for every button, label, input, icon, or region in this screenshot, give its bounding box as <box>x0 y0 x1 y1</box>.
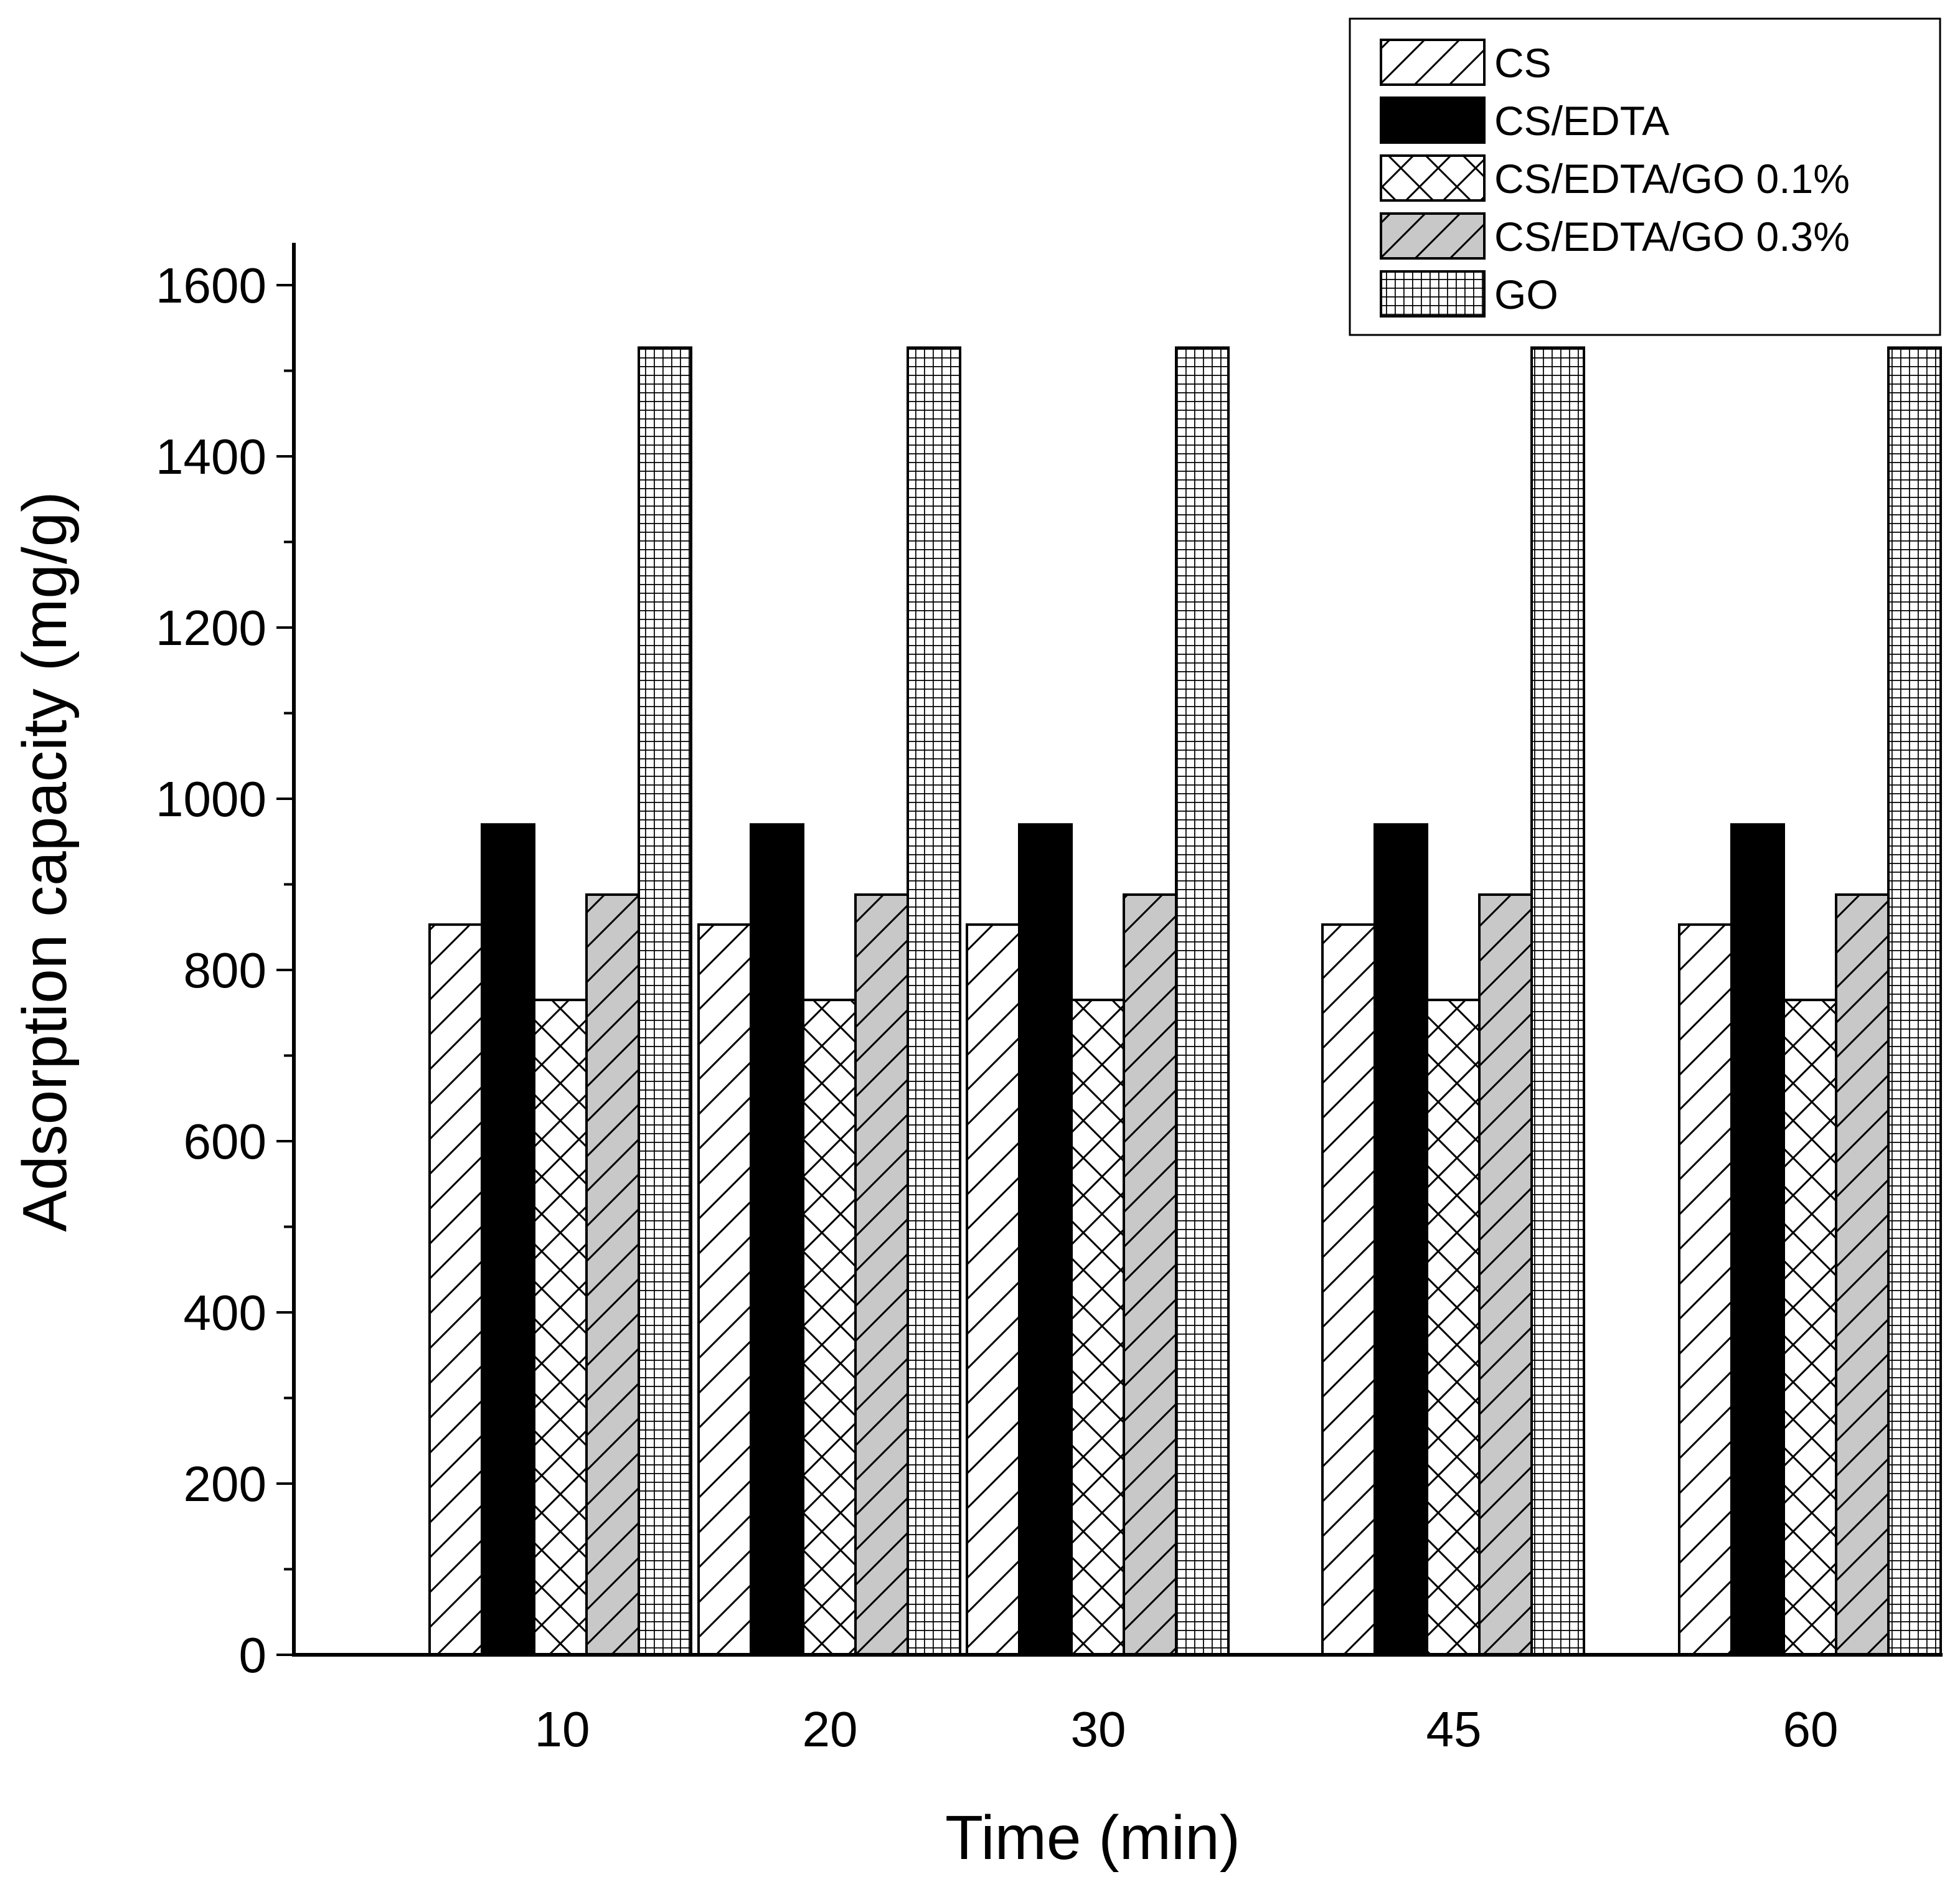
y-tick-label: 600 <box>184 1114 266 1169</box>
bar-cs-edta-go-0-1--10 <box>533 999 588 1656</box>
bar-cs-edta-go-0-1--60 <box>1783 999 1837 1656</box>
bar-cs-edta-go-0-1--30 <box>1070 999 1125 1656</box>
x-axis-title: Time (min) <box>945 1803 1240 1873</box>
x-tick-label: 30 <box>1071 1701 1126 1757</box>
bars-layer <box>428 346 1942 1656</box>
y-tick-label: 1000 <box>156 771 266 827</box>
bar-group-45 <box>1321 346 1585 1656</box>
legend-swatch <box>1380 270 1486 318</box>
bar-cs-edta-go-0-3--60 <box>1835 893 1890 1656</box>
bar-cs-20 <box>697 923 752 1656</box>
legend-swatch <box>1380 154 1486 202</box>
bar-go-45 <box>1530 346 1585 1656</box>
bar-cs-30 <box>966 923 1020 1656</box>
bar-go-20 <box>907 346 961 1656</box>
bar-cs-edta-go-0-1--45 <box>1426 999 1481 1656</box>
bar-cs-edta-go-0-3--10 <box>585 893 640 1656</box>
y-tick-label: 1600 <box>156 258 266 313</box>
bar-cs-edta-go-0-3--20 <box>854 893 909 1656</box>
bar-cs-edta-30 <box>1018 823 1073 1656</box>
bar-cs-60 <box>1678 923 1733 1656</box>
y-tick-label: 1200 <box>156 600 266 656</box>
bar-cs-10 <box>428 923 483 1656</box>
legend-swatch <box>1380 212 1486 260</box>
y-tick-label: 400 <box>184 1285 266 1340</box>
legend: CS CS/EDTA CS/EDTA/GO 0.1% CS/EDTA/GO 0.3% G… <box>1349 17 1941 336</box>
bar-go-60 <box>1887 346 1942 1656</box>
x-tick-label: 10 <box>535 1701 590 1757</box>
legend-swatch <box>1380 39 1486 86</box>
bar-go-30 <box>1175 346 1230 1656</box>
bar-cs-edta-10 <box>481 823 535 1656</box>
bar-cs-edta-go-0-1--20 <box>802 999 857 1656</box>
y-tick-label: 200 <box>184 1456 266 1512</box>
legend-label: CS/EDTA/GO 0.1% <box>1494 156 1850 202</box>
x-tick-label: 45 <box>1426 1701 1482 1757</box>
bar-cs-45 <box>1321 923 1376 1656</box>
y-tick-label: 0 <box>239 1627 267 1683</box>
bar-cs-edta-20 <box>750 823 804 1656</box>
legend-items: CS CS/EDTA CS/EDTA/GO 0.1% CS/EDTA/GO 0.3% G… <box>1380 39 1850 318</box>
legend-label: CS/EDTA <box>1494 98 1669 144</box>
bar-group-20 <box>697 346 961 1656</box>
bar-group-30 <box>966 346 1230 1656</box>
x-tick-label: 60 <box>1783 1701 1839 1757</box>
y-tick-label: 800 <box>184 943 266 998</box>
y-tick-label: 1400 <box>156 429 266 484</box>
bar-cs-edta-go-0-3--45 <box>1478 893 1533 1656</box>
y-axis: 0 200 400 600 800 1000 1200 1400 1600 <box>156 258 294 1683</box>
bar-cs-edta-60 <box>1730 823 1785 1656</box>
x-tick-label: 20 <box>803 1701 858 1757</box>
legend-label: CS <box>1494 40 1552 86</box>
legend-label: CS/EDTA/GO 0.3% <box>1494 214 1850 260</box>
bar-group-60 <box>1678 346 1942 1656</box>
bar-cs-edta-go-0-3--30 <box>1123 893 1177 1656</box>
legend-swatch <box>1380 96 1486 144</box>
y-axis-title: Adsorption capacity (mg/g) <box>10 491 80 1231</box>
bar-cs-edta-45 <box>1373 823 1428 1656</box>
bar-group-10 <box>428 346 692 1656</box>
x-axis: 10 20 30 45 60 <box>535 1701 1839 1757</box>
bar-go-10 <box>638 346 692 1656</box>
legend-label: GO <box>1494 271 1558 318</box>
